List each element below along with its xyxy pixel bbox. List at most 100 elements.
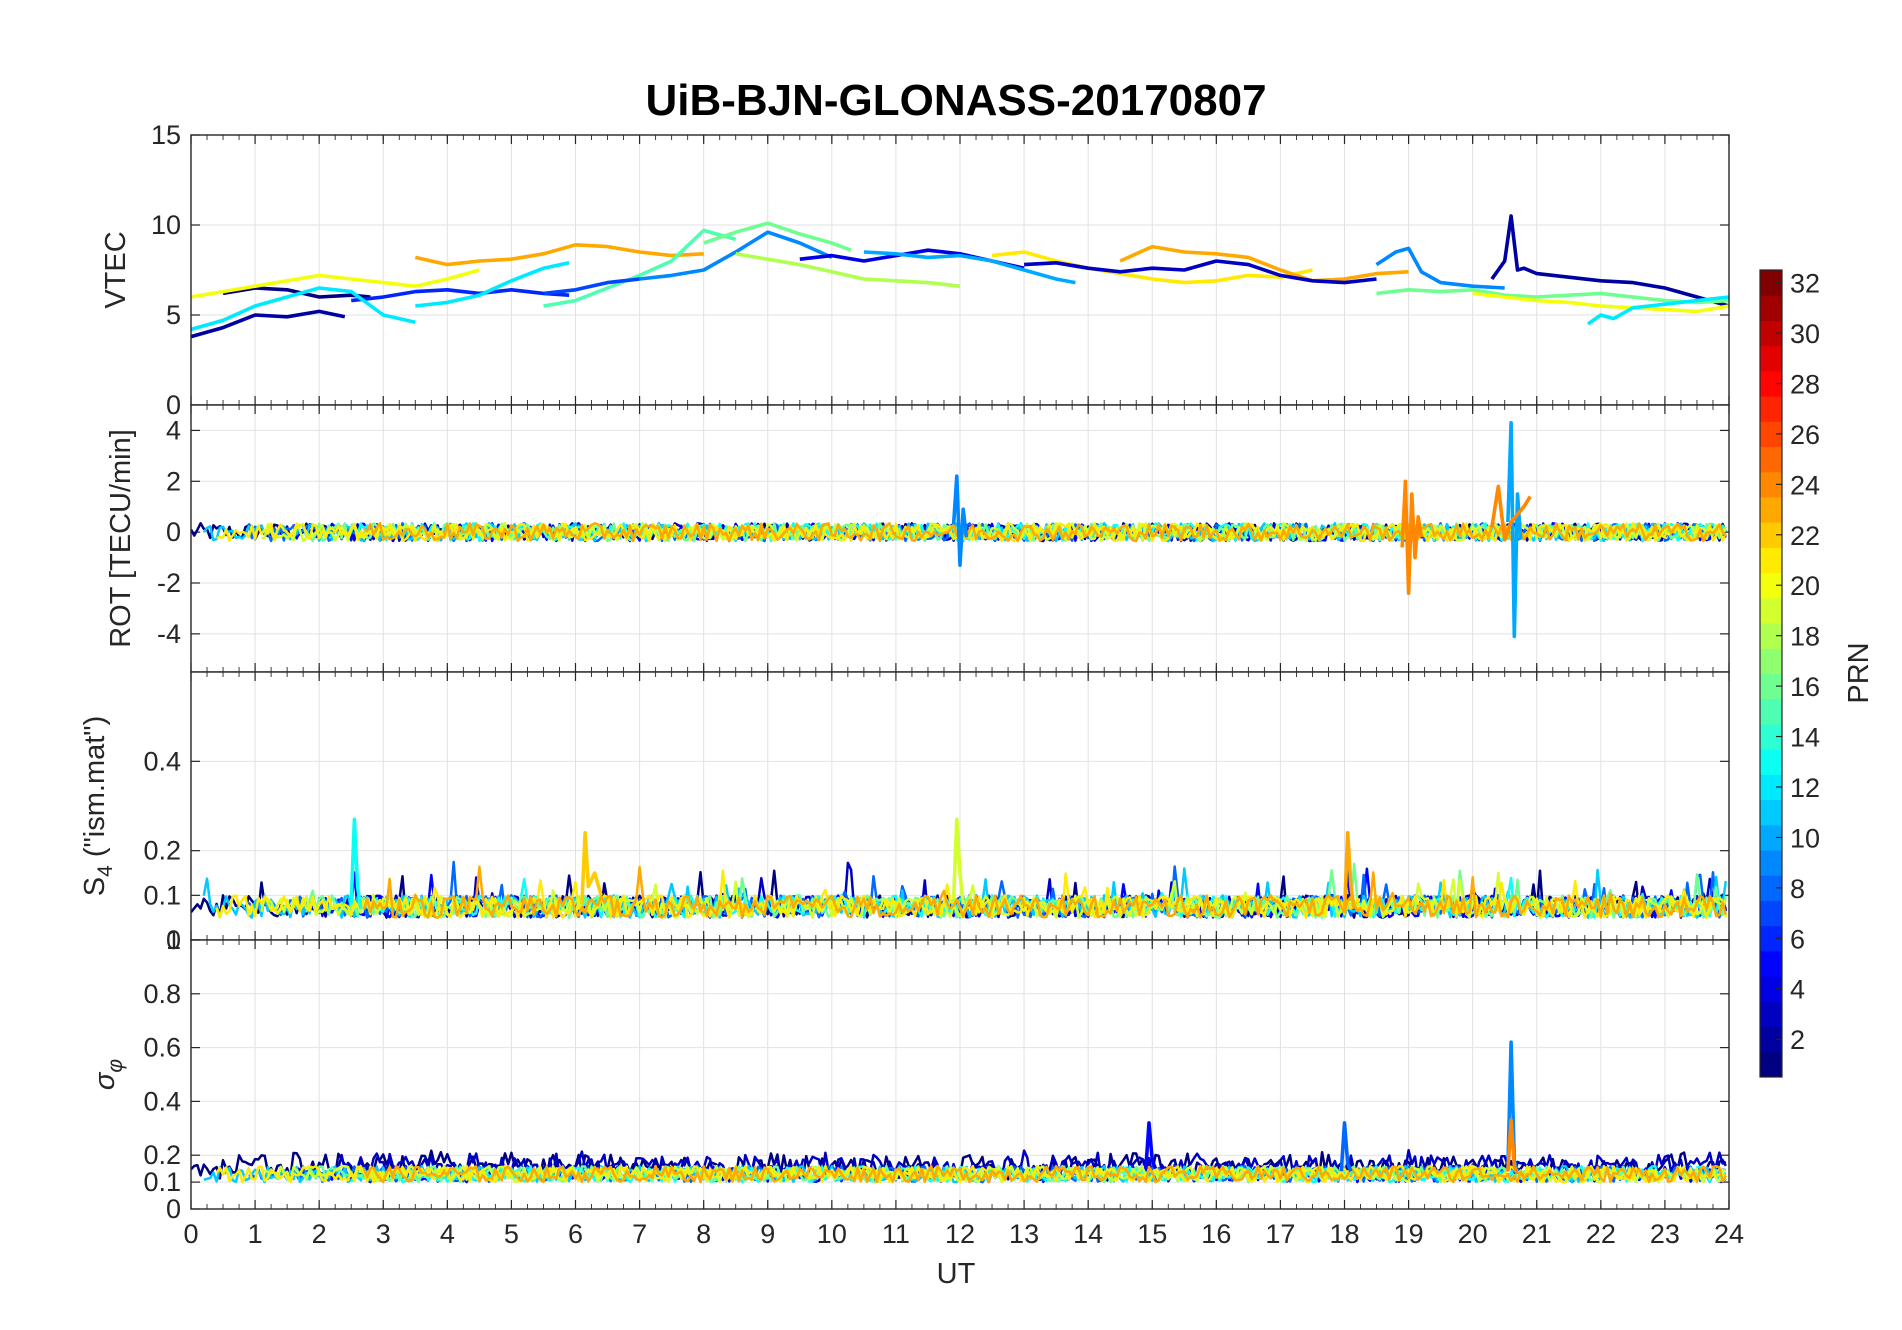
colorbar-swatch [1760,1051,1782,1078]
y-axis-label-sub: 4 [94,865,117,877]
colorbar-tick-label: 8 [1790,874,1805,904]
y-axis-label: VTEC [100,231,132,308]
y-axis-label-main: σ [89,1071,121,1090]
colorbar-swatch [1760,471,1782,498]
x-tick-label: 21 [1522,1219,1552,1249]
y-tick-label: 15 [151,120,181,150]
series-line-prn-23 [1119,244,1409,283]
y-tick-label: 0.1 [143,1167,181,1197]
colorbar-swatch [1760,875,1782,901]
panel-3: 0 0.1 0.2 0.4 S4 ("ism.mat") [79,671,1730,955]
series-line-prn-20 [1472,291,1729,314]
series-line-prn-6 [350,287,570,303]
y-tick-label: 0 [166,390,181,420]
colorbar-swatch [1760,774,1782,801]
x-tick-label: 8 [696,1219,711,1249]
x-tick-label: 4 [440,1219,455,1249]
x-tick-label: 24 [1714,1219,1744,1249]
noise-trace [216,522,1727,543]
x-tick-label: 15 [1137,1219,1167,1249]
colorbar-tick-label: 16 [1790,672,1820,702]
series-group [951,420,1532,639]
colorbar-swatch [1760,976,1782,1002]
series-line-prn-10 [863,250,1076,285]
colorbar-frame [1759,269,1783,1078]
series-line-prn-7 [543,277,640,296]
colorbar-swatch [1760,648,1782,674]
x-tick-label: 11 [882,1219,910,1249]
colorbar-swatch [1760,1026,1782,1053]
colorbar-swatch [1760,320,1782,347]
dense-traces [191,521,1727,543]
series-line-prn-20 [191,268,480,299]
panel-2: -4 -2 0 2 4 ROT [TECU/min] [105,404,1730,673]
series-line-prn-23 [1342,830,1356,914]
noise-trace [362,1164,1727,1184]
series-line-prn-16 [1376,287,1729,305]
series-line-prn-10 [1506,420,1523,639]
x-tick-label: 20 [1458,1219,1488,1249]
series-line-prn-2 [1490,214,1729,308]
series-line-prn-13 [349,817,363,909]
series-line-prn-24 [1400,479,1424,596]
colorbar-swatch [1760,345,1782,372]
y-tick-label: -2 [157,568,181,598]
y-tick-label: 0.2 [143,836,181,866]
series-line-prn-18 [735,252,961,288]
noise-trace [362,865,1728,919]
colorbar-swatch [1760,950,1782,977]
series-line-prn-12 [191,286,416,332]
colorbar-swatch [1760,597,1782,624]
colorbar-swatch [1760,572,1782,599]
x-tick-label: 18 [1329,1219,1359,1249]
series-line-prn-5 [1144,1121,1158,1170]
series-line-prn-3 [1023,259,1377,285]
colorbar-swatch [1760,925,1782,952]
series-line-prn-15 [543,228,737,308]
noise-trace [261,522,1727,543]
colorbar-tick-label: 2 [1790,1025,1805,1055]
x-tick-label: 14 [1073,1219,1103,1249]
x-tick-label: 17 [1265,1219,1295,1249]
series-line-prn-9 [639,230,833,281]
colorbar-tick-label: 20 [1790,571,1820,601]
colorbar-tick-label: 24 [1790,470,1820,500]
y-tick-label: 0.4 [143,746,181,776]
x-tick-label: 10 [817,1219,847,1249]
x-tick-label: 1 [248,1219,263,1249]
colorbar-swatch [1760,522,1782,548]
colorbar-tick-label: 10 [1790,823,1820,853]
colorbar-swatch [1760,698,1782,725]
y-tick-label: 0.4 [143,1086,181,1116]
colorbar-swatch [1760,421,1782,448]
y-axis-label: σφ [89,1059,127,1091]
series-line-prn-2 [191,309,346,339]
y-axis-label: S4 ("ism.mat") [79,716,117,897]
x-tick-label: 6 [568,1219,583,1249]
series-line-prn-9 [1375,246,1505,290]
series-line-prn-23 [414,243,704,267]
series-line-prn-12 [1586,295,1729,326]
colorbar-swatch [1760,496,1782,523]
colorbar-swatch [1760,1001,1782,1028]
colorbar-swatch [1760,824,1782,851]
series-line-prn-21 [991,250,1313,285]
series-line-prn-19 [951,817,965,905]
y-tick-label: 0 [166,517,181,547]
panel-1: 0 5 10 15 VTEC [100,120,1730,420]
y-tick-label: 0.8 [143,979,181,1009]
colorbar-swatch [1760,396,1782,422]
colorbar-tick-label: 12 [1790,773,1820,803]
noise-trace [363,521,1727,543]
colorbar-swatch [1760,270,1782,296]
colorbar-tick-label: 6 [1790,924,1805,954]
x-tick-label: 0 [183,1219,198,1249]
colorbar-tick-label: 22 [1790,521,1820,551]
x-tick-label: 7 [632,1219,647,1249]
series-line-prn-8 [1339,1121,1353,1172]
y-tick-label: 5 [166,300,181,330]
